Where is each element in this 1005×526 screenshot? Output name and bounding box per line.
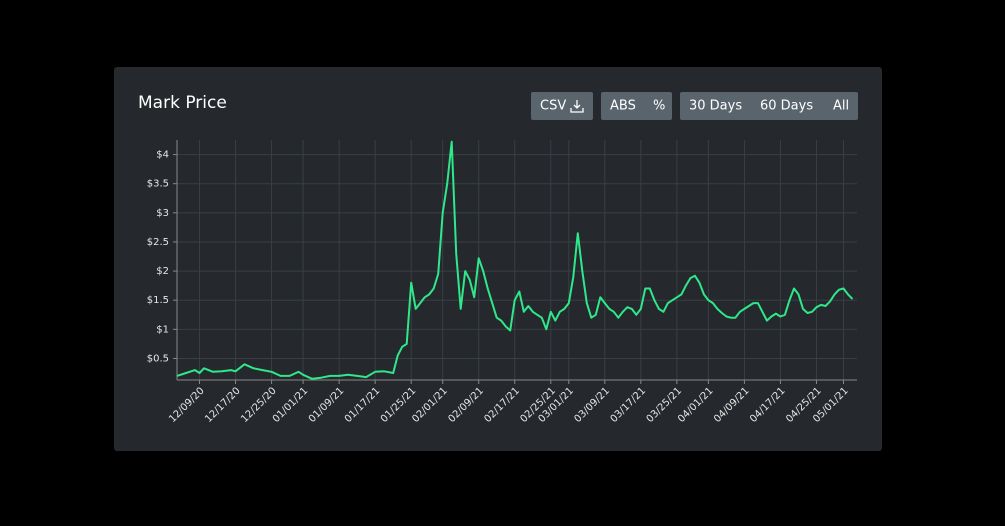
abs-pct-toggle[interactable]: [601, 92, 672, 120]
price-line: [176, 140, 854, 380]
y-tick-label: $2.5: [147, 237, 169, 248]
y-tick-label: $3.5: [147, 179, 169, 190]
y-tick-label: $3: [156, 208, 169, 219]
y-tick-label: $1: [156, 324, 169, 335]
chart-title: Mark Price: [138, 93, 227, 113]
y-tick-label: $2: [156, 266, 169, 277]
pct-button[interactable]: %: [653, 99, 665, 114]
range-toggle[interactable]: [680, 92, 858, 120]
range-all-button[interactable]: All: [833, 99, 849, 114]
csv-label[interactable]: CSV: [540, 99, 566, 114]
y-tick-label: $4: [156, 150, 169, 161]
range-60-button[interactable]: 60 Days: [760, 99, 813, 114]
abs-button[interactable]: ABS: [610, 99, 636, 114]
range-30-button[interactable]: 30 Days: [689, 99, 742, 114]
card: [114, 67, 882, 451]
csv-button[interactable]: [531, 92, 593, 120]
y-tick-label: $1.5: [147, 295, 169, 306]
y-tick-label: $0.5: [147, 353, 169, 364]
download-icon[interactable]: [570, 100, 584, 113]
